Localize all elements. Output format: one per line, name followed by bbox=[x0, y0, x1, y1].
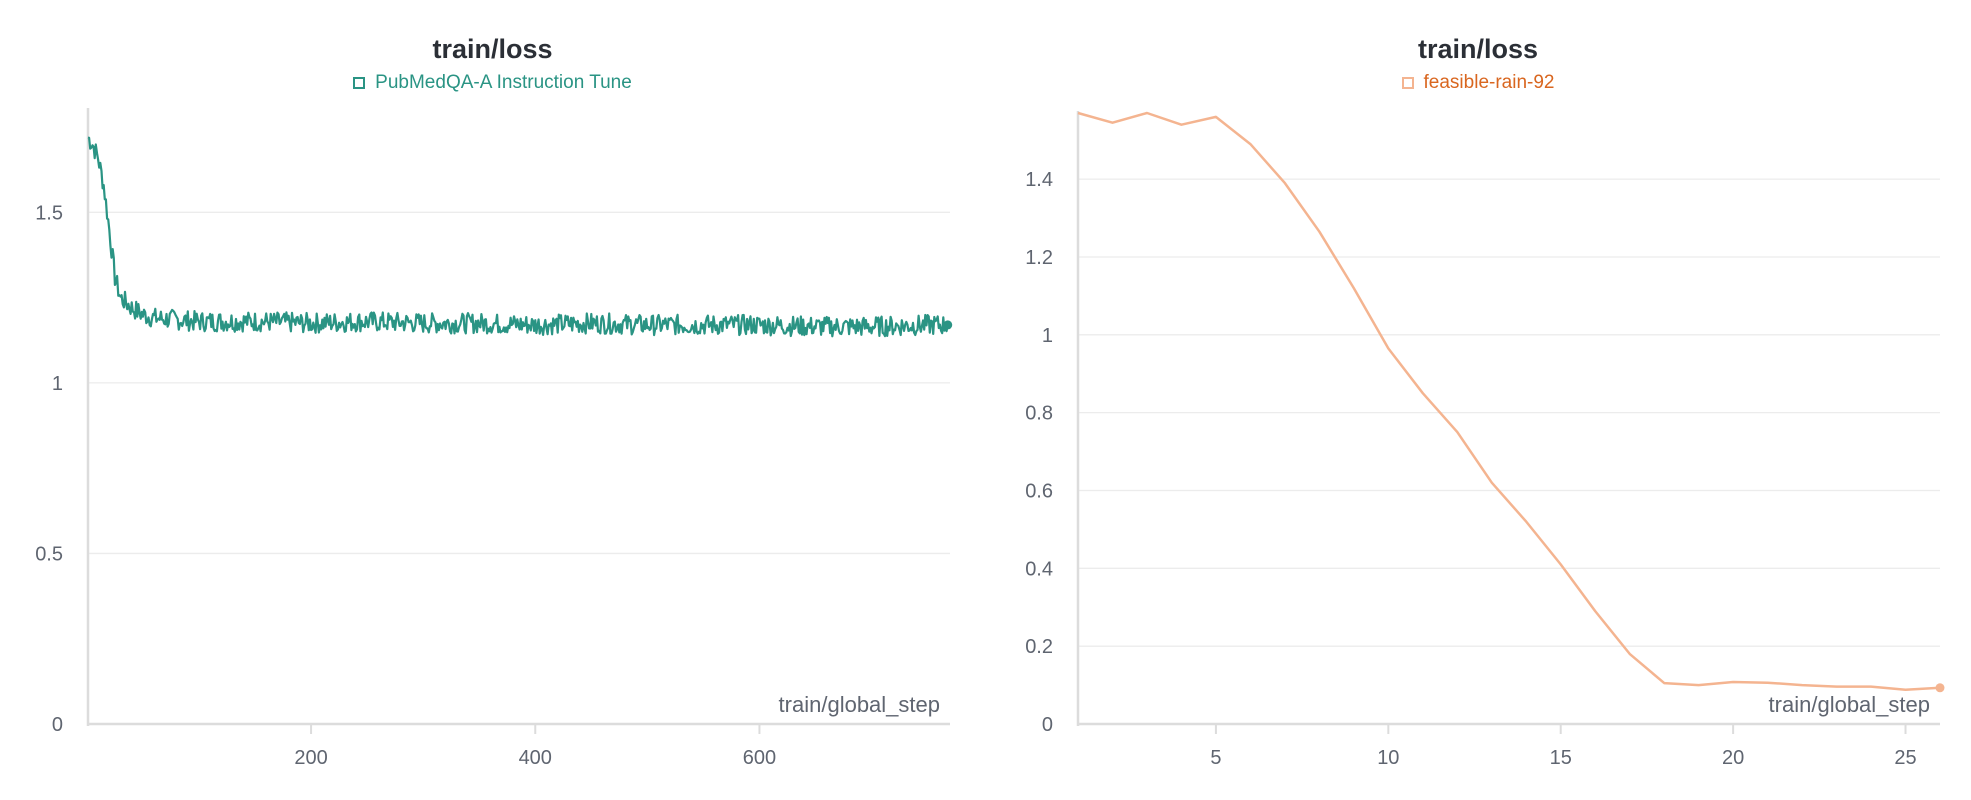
y-tick-label: 0.4 bbox=[1025, 558, 1053, 580]
x-axis-title: train/global_step bbox=[779, 692, 940, 717]
y-tick-label: 0.8 bbox=[1025, 403, 1053, 425]
x-tick-label: 400 bbox=[519, 747, 552, 769]
y-tick-label: 0 bbox=[1042, 714, 1053, 736]
y-tick-label: 0 bbox=[52, 714, 63, 736]
x-tick-label: 20 bbox=[1722, 747, 1744, 769]
y-tick-label: 0.6 bbox=[1025, 480, 1053, 502]
y-tick-label: 1.4 bbox=[1025, 169, 1053, 191]
x-tick-label: 600 bbox=[743, 747, 776, 769]
legend-label: PubMedQA-A Instruction Tune bbox=[375, 72, 632, 93]
legend-label: feasible-rain-92 bbox=[1423, 72, 1555, 93]
chart-legend[interactable]: PubMedQA-A Instruction Tune bbox=[0, 72, 985, 94]
chart-title: train/loss bbox=[1417, 34, 1539, 64]
chart-title: train/loss bbox=[432, 34, 553, 64]
x-tick-label: 5 bbox=[1210, 747, 1221, 769]
y-tick-label: 0.5 bbox=[35, 543, 63, 565]
x-tick-label: 15 bbox=[1550, 747, 1572, 769]
x-tick-label: 25 bbox=[1894, 747, 1916, 769]
chart-panel-left: train/loss PubMedQA-A Instruction Tune 0… bbox=[0, 0, 985, 800]
series-end-point bbox=[1935, 683, 1945, 693]
y-tick-label: 0.2 bbox=[1025, 636, 1053, 658]
chart-panel-right: train/loss feasible-rain-92 0 0.2 0.4 0.6 0.… bbox=[985, 0, 1971, 800]
line-chart-left[interactable]: 0 0.5 1 1.5 200 400 600 train/global_step bbox=[0, 0, 985, 800]
y-tick-label: 1.5 bbox=[35, 202, 63, 224]
chart-legend[interactable]: feasible-rain-92 bbox=[985, 72, 1971, 94]
x-axis-title: train/global_step bbox=[1769, 692, 1930, 717]
line-chart-right[interactable]: 0 0.2 0.4 0.6 0.8 1 1.2 1.4 5 10 15 20 25 train/globa… bbox=[985, 0, 1971, 800]
x-tick-label: 10 bbox=[1377, 747, 1399, 769]
legend-swatch-icon bbox=[353, 77, 366, 89]
series-line bbox=[87, 136, 949, 338]
y-tick-label: 1.2 bbox=[1025, 247, 1053, 269]
legend-swatch-icon bbox=[1401, 77, 1414, 89]
y-tick-label: 1 bbox=[52, 373, 63, 395]
series-line bbox=[1077, 111, 1941, 692]
x-tick-label: 200 bbox=[294, 747, 327, 769]
y-tick-label: 1 bbox=[1042, 325, 1053, 347]
series-end-point bbox=[943, 320, 953, 330]
